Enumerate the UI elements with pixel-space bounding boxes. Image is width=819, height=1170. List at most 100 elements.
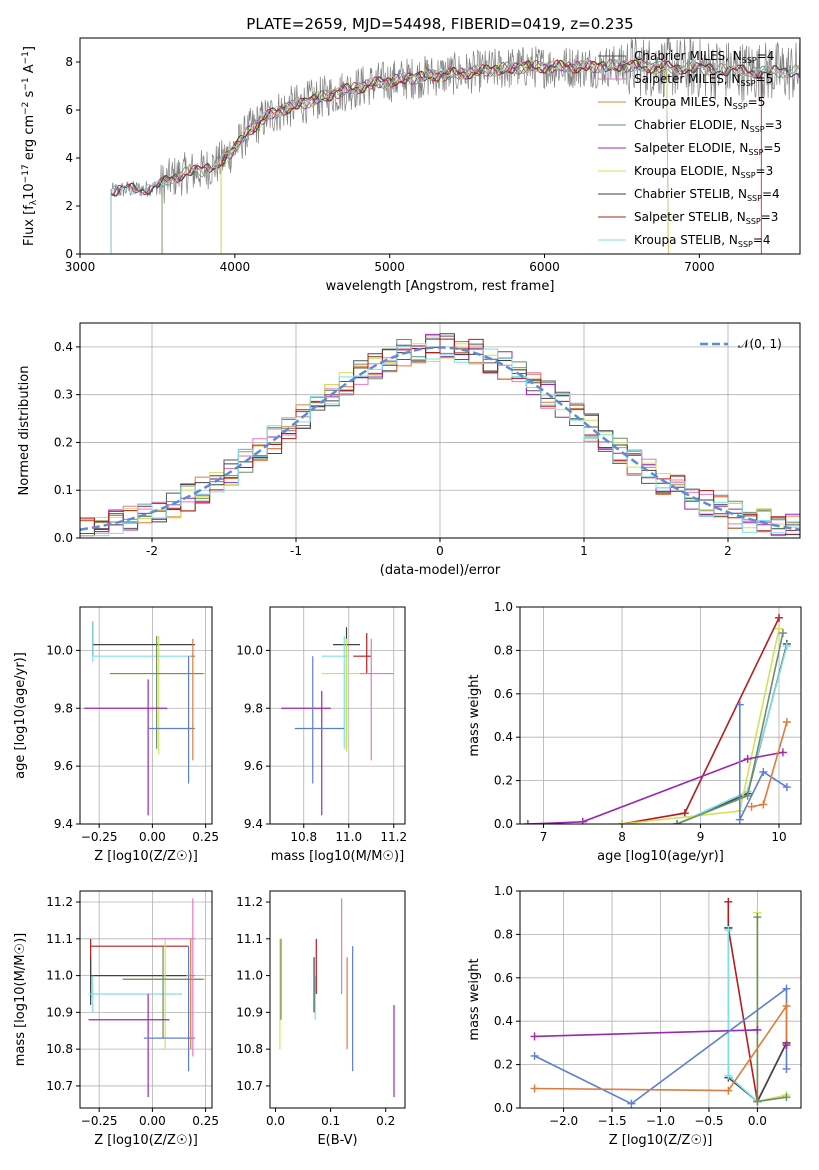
- x-tick-label: 8: [618, 830, 626, 844]
- weight-point-marker: [747, 802, 756, 811]
- y-axis-label: age [log10(age/yr)]: [13, 652, 28, 779]
- weight-point-marker: [680, 809, 689, 818]
- weight-point-marker: [724, 1086, 733, 1095]
- Z_mass-plot-area: [88, 898, 206, 1097]
- y-tick-label: 10.7: [46, 1079, 73, 1093]
- y-tick-label: 9.8: [244, 701, 263, 715]
- weight-point-marker: [724, 897, 733, 906]
- y-tick-label: 9.6: [54, 759, 73, 773]
- legend-label: Kroupa MILES, NSSP=5: [634, 95, 765, 111]
- y-tick-label: 0.1: [54, 483, 73, 497]
- weight-point-marker: [530, 1051, 539, 1060]
- residual-histogram: [80, 338, 800, 532]
- y-tick-label: 10.7: [236, 1079, 263, 1093]
- x-tick-label: 0: [436, 544, 444, 558]
- weight-point-marker: [759, 767, 768, 776]
- Z_mass-panel: −0.25 0.00 0.25 10.7 10.8 10.9 11.0 11.1 11.2 Z […: [13, 890, 219, 1148]
- y-tick-label: 11.0: [236, 969, 263, 983]
- model-spectrum: [220, 59, 669, 254]
- weight-point-marker: [724, 926, 733, 935]
- weight-point-marker: [627, 1099, 636, 1108]
- weight-point-marker: [743, 754, 752, 763]
- x-tick-label: 0.00: [139, 1114, 166, 1128]
- x-tick-label: 11.0: [335, 830, 362, 844]
- model-spectrum: [110, 59, 799, 254]
- residuals-frame: [79, 322, 801, 539]
- y-tick-label: 8: [65, 55, 73, 69]
- weight-point-marker: [775, 613, 784, 622]
- figure-title: PLATE=2659, MJD=54498, FIBERID=0419, z=0…: [246, 15, 633, 33]
- y-tick-label: 9.4: [54, 817, 73, 831]
- weight-point-marker: [523, 820, 532, 824]
- weight-point-marker: [724, 1071, 733, 1080]
- y-axis-label: mass weight: [467, 958, 482, 1040]
- Z_mass-frame: [79, 890, 213, 1109]
- y-tick-label: 10.0: [46, 643, 73, 657]
- y-tick-label: 0.2: [494, 774, 513, 788]
- x-tick-label: −1.0: [646, 1114, 675, 1128]
- x-tick-label: −0.5: [694, 1114, 723, 1128]
- legend-label: 𝒩(0, 1): [738, 337, 782, 351]
- x-tick-label: 1: [580, 544, 588, 558]
- y-tick-label: 2: [65, 199, 73, 213]
- age_weight-panel: 7 8 9 10 0.0 0.2 0.4 0.6 0.8 1.0 age [log10(age/yr…: [467, 600, 802, 864]
- x-tick-label: 10: [771, 830, 786, 844]
- x-tick-label: −0.25: [81, 1114, 118, 1128]
- x-axis-label: mass [log10(M/M☉)]: [271, 849, 404, 864]
- y-tick-label: 1.0: [494, 600, 513, 614]
- y-tick-label: 0.6: [494, 687, 513, 701]
- model-spectrum: [161, 58, 800, 254]
- weight-point-marker: [782, 1064, 791, 1073]
- spectrum-panel: 3000 4000 5000 6000 7000 0 2 4 6 8 wavelength [Ang…: [21, 37, 801, 294]
- x-tick-label: 9: [697, 830, 705, 844]
- x-tick-label: 0.0: [748, 1114, 767, 1128]
- y-tick-label: 10.0: [236, 643, 263, 657]
- weight-point-marker: [782, 783, 791, 792]
- y-tick-label: 11.2: [46, 895, 73, 909]
- x-axis-label: Z [log10(Z/Z☉)]: [94, 1133, 198, 1148]
- x-tick-label: 6000: [529, 260, 560, 274]
- weight-point-marker: [672, 820, 681, 824]
- weight-point-marker: [759, 800, 768, 809]
- spectrum-frame: [79, 37, 801, 255]
- legend-label: Chabrier MILES, NSSP=4: [634, 49, 774, 65]
- weight-series-line: [527, 751, 784, 824]
- x-tick-label: 0.2: [376, 1114, 395, 1128]
- y-tick-label: 11.1: [236, 932, 263, 946]
- y-tick-label: 10.9: [46, 1005, 73, 1019]
- weight-point-marker: [778, 748, 787, 757]
- Z_age-plot-area: [84, 621, 206, 816]
- Z_weight-plot-area: [530, 897, 791, 1108]
- mass_age-frame: [269, 606, 406, 825]
- weight-series-line: [534, 1003, 788, 1092]
- y-tick-label: 11.1: [46, 932, 73, 946]
- weight-point-marker: [753, 913, 762, 922]
- weight-point-marker: [735, 815, 744, 824]
- ebv_mass-frame: [269, 890, 406, 1109]
- y-tick-label: 0.2: [494, 1058, 513, 1072]
- y-tick-label: 0.4: [494, 1014, 513, 1028]
- y-tick-label: 0.0: [54, 531, 73, 545]
- x-tick-label: 11.2: [380, 830, 407, 844]
- weight-point-marker: [753, 1097, 762, 1106]
- x-axis-label: E(B-V): [317, 1133, 357, 1148]
- legend-label: Kroupa ELODIE, NSSP=3: [634, 164, 773, 180]
- model-spectrum: [110, 59, 799, 254]
- y-tick-label: 0.8: [494, 927, 513, 941]
- weight-point-marker: [782, 718, 791, 727]
- mass_age-plot-area: [281, 627, 394, 816]
- weight-point-marker: [530, 1032, 539, 1041]
- spectrum-plot-area: [110, 38, 800, 254]
- weight-point-marker: [782, 984, 791, 993]
- y-tick-label: 0.2: [54, 435, 73, 449]
- y-tick-label: 10.9: [236, 1005, 263, 1019]
- weight-point-marker: [782, 642, 791, 651]
- weight-series-line: [676, 645, 788, 824]
- x-tick-label: 5000: [374, 260, 405, 274]
- weight-point-marker: [735, 700, 744, 709]
- y-tick-label: 9.4: [244, 817, 263, 831]
- y-tick-label: 0.6: [494, 971, 513, 985]
- legend-label: Salpeter ELODIE, NSSP=5: [634, 141, 781, 157]
- weight-point-marker: [578, 817, 587, 824]
